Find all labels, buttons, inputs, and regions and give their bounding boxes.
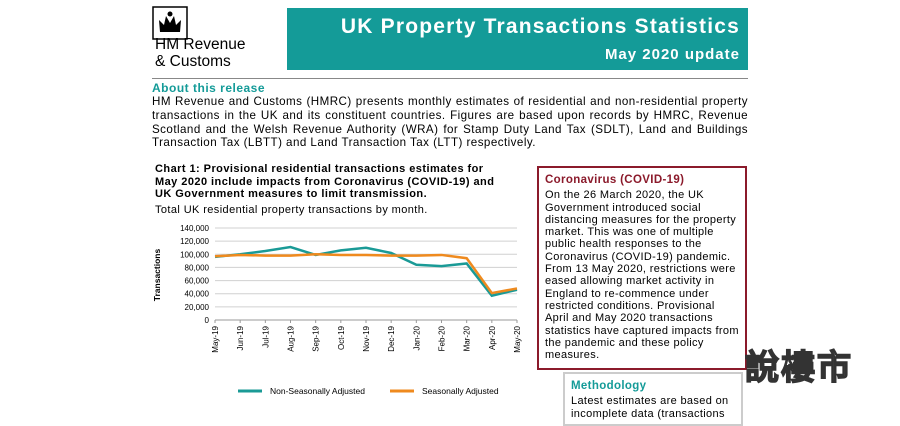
section-heading: About this release xyxy=(152,81,266,95)
y-tick-label: 100,000 xyxy=(180,250,209,259)
y-tick-label: 80,000 xyxy=(185,263,210,272)
covid-box: Coronavirus (COVID-19) On the 26 March 2… xyxy=(537,166,747,370)
x-tick-label: Aug-19 xyxy=(287,325,296,351)
x-tick-label: Nov-19 xyxy=(362,325,371,351)
watermark: 說樓市 xyxy=(744,347,853,389)
x-tick-label: Feb-20 xyxy=(438,325,447,351)
y-tick-label: 140,000 xyxy=(180,224,209,233)
header-banner: UK Property Transactions Statistics May … xyxy=(287,8,748,70)
chart-title: Chart 1: Provisional residential transac… xyxy=(155,163,495,200)
report-subtitle: May 2020 update xyxy=(604,46,740,63)
chart: 0 20,000 40,000 60,000 80,000 100,000 120,000 1… xyxy=(152,224,522,396)
x-tick-label: Apr-20 xyxy=(488,325,497,350)
legend-label: Non-Seasonally Adjusted xyxy=(270,386,365,396)
org-line: HM Revenue xyxy=(155,36,246,53)
x-tick-label: Jun-19 xyxy=(236,325,245,350)
y-tick-label: 0 xyxy=(205,316,210,325)
box-heading: Coronavirus (COVID-19) xyxy=(545,174,685,186)
legend-label: Seasonally Adjusted xyxy=(422,386,499,396)
x-tick-label: Sep-19 xyxy=(312,325,321,351)
y-axis-label: Transactions xyxy=(152,249,162,302)
y-tick-label: 20,000 xyxy=(185,303,210,312)
page: {"header":{"organization_line1":"HM Reve… xyxy=(152,6,853,426)
about-text: HM Revenue and Customs (HMRC) presents m… xyxy=(152,95,748,150)
x-tick-label: Mar-20 xyxy=(463,325,472,351)
y-tick-label: 60,000 xyxy=(185,277,210,286)
box-text: Latest estimates are based on incomplete… xyxy=(571,395,729,420)
crown-logo xyxy=(152,6,188,40)
box-text: On the 26 March 2020, the UK Government … xyxy=(545,189,739,362)
x-tick-label: May-19 xyxy=(211,325,220,352)
x-tick-label: Oct-19 xyxy=(337,325,346,350)
org-line: & Customs xyxy=(155,53,231,70)
series-line xyxy=(214,245,518,298)
series-line xyxy=(214,253,518,295)
y-tick-label: 120,000 xyxy=(180,237,209,246)
x-tick-label: Dec-19 xyxy=(387,325,396,351)
y-tick-label: 40,000 xyxy=(185,290,210,299)
chart-subtitle: Total UK residential property transactio… xyxy=(155,204,428,216)
report-title: UK Property Transactions Statistics xyxy=(340,15,740,38)
methodology-box: Methodology Latest estimates are based o… xyxy=(563,372,743,426)
x-tick-label: Jan-20 xyxy=(412,325,421,350)
separator xyxy=(152,78,748,79)
organization: HM Revenue & Customs xyxy=(155,36,245,70)
box-heading: Methodology xyxy=(571,380,647,392)
x-tick-label: Jul-19 xyxy=(261,325,270,347)
x-tick-label: May-20 xyxy=(513,325,522,352)
